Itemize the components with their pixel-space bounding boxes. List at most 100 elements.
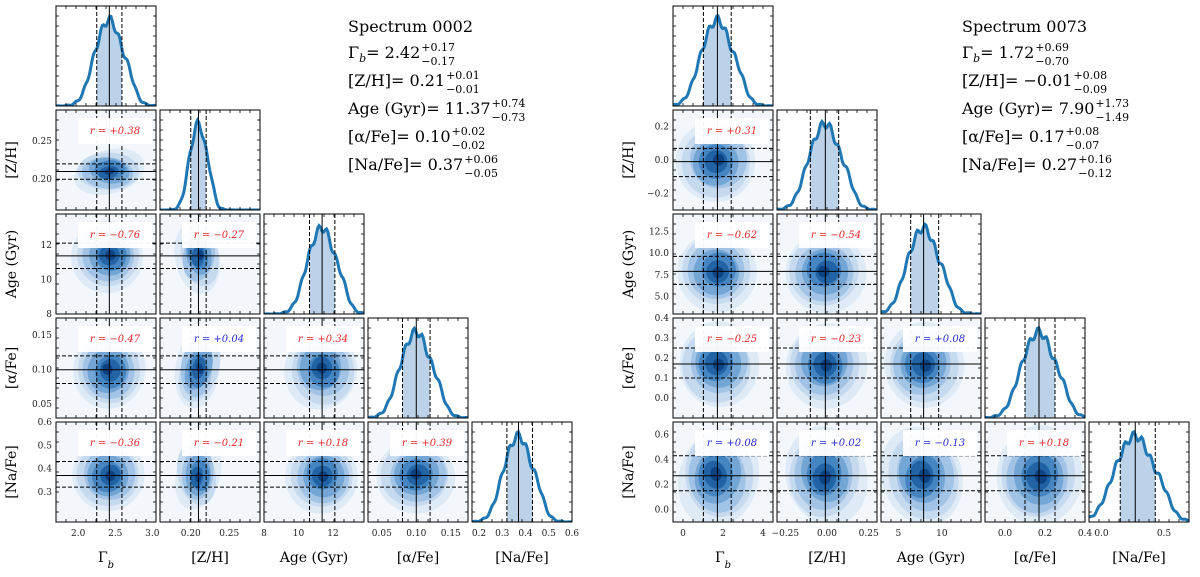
x-axis-label-[Z/H]: [Z/H] (191, 550, 229, 566)
correlation-label: r = −0.23 (811, 334, 861, 345)
error-minus: −0.12 (1078, 167, 1112, 180)
density-contour (712, 358, 725, 371)
x-tick-label: 0.2 (472, 529, 486, 539)
correlation-box (390, 430, 464, 456)
marginal-Age (Gyr) (264, 214, 364, 314)
x-tick-label: 0.25 (859, 529, 879, 539)
x-tick-label: 0.4 (1078, 529, 1093, 539)
y-tick-label: 7.5 (655, 271, 670, 281)
x-tick-label: 0.20 (181, 529, 201, 539)
y-tick-label: −0.2 (647, 189, 669, 199)
correlation-label: r = +0.02 (811, 438, 861, 449)
x-tick-label: 12 (327, 529, 338, 539)
x-tick-label: 0.00 (817, 529, 837, 539)
x-axis-label-[α/Fe]: [α/Fe] (397, 550, 439, 566)
error-plus: +0.16 (1078, 153, 1112, 166)
y-tick-label: 10 (41, 276, 53, 286)
correlation-label: r = +0.31 (707, 126, 757, 137)
y-tick-label: 0.15 (32, 331, 52, 341)
x-tick-label: 0.6 (565, 529, 580, 539)
density-contour (196, 362, 204, 374)
correlation-label: r = −0.54 (811, 230, 861, 241)
correlation-label: r = +0.34 (298, 334, 348, 345)
correlation-box (78, 430, 152, 456)
correlation-label: r = +0.18 (298, 438, 348, 449)
error-plus: +0.08 (1066, 125, 1100, 138)
x-tick-label: 2 (720, 529, 726, 539)
marginal-fill-[α/Fe] (1025, 327, 1055, 418)
density-contour (105, 250, 116, 261)
x-axis-label-Γb: Γb (715, 550, 731, 571)
x-tick-label: 0.10 (406, 529, 426, 539)
parameter-summary: Γb= 1.72 (962, 43, 1034, 65)
error-plus: +0.08 (1073, 69, 1107, 82)
correlation-box (903, 326, 977, 352)
correlation-box (286, 430, 360, 456)
error-plus: +0.74 (492, 97, 526, 110)
x-tick-label: 0.5 (542, 529, 557, 539)
corner-plot-spectrum-0002: r = +0.38 r = −0.76 r = −0.27 r = −0.47 r = … (4, 5, 580, 571)
marginal-fill-[Na/Fe] (506, 431, 533, 522)
marginal-[Na/Fe] (472, 422, 572, 522)
marginal-fill-Age (Gyr) (910, 224, 939, 314)
correlation-box (903, 430, 977, 456)
correlation-box (78, 222, 152, 248)
density-contour (710, 466, 722, 482)
correlation-box (799, 430, 873, 456)
marginal-kde-Age (Gyr) (881, 222, 981, 314)
x-axis-label-Age (Gyr): Age (Gyr) (896, 550, 966, 566)
marginal-kde-Γb (56, 14, 156, 106)
y-tick-label: 0.0 (655, 156, 670, 166)
parameter-summary: Γb= 2.42 (348, 43, 420, 65)
correlation-label: r = −0.47 (90, 334, 141, 345)
y-tick-label: 0.4 (38, 465, 53, 475)
parameter-summary: [Na/Fe]= 0.37 (348, 155, 463, 174)
correlation-box (78, 326, 152, 352)
error-plus: +0.01 (446, 69, 480, 82)
marginal-fill-Γb (96, 16, 122, 106)
x-tick-label: 0 (680, 529, 686, 539)
correlation-label: r = −0.13 (915, 438, 965, 449)
y-tick-label: 0.1 (655, 374, 669, 384)
x-tick-label: 0.3 (495, 529, 510, 539)
x-tick-label: 0.25 (219, 529, 239, 539)
marginal-[α/Fe] (368, 318, 468, 418)
correlation-box (695, 118, 769, 144)
correlation-box (182, 430, 256, 456)
x-tick-label: 8 (261, 529, 267, 539)
correlation-box (78, 118, 152, 144)
density-contour (1034, 469, 1048, 484)
error-minus: −0.02 (452, 139, 486, 152)
correlation-label: r = −0.76 (90, 230, 141, 241)
x-tick-label: 10 (936, 529, 948, 539)
y-tick-label: 0.3 (38, 488, 53, 498)
parameter-summary: [Z/H]= 0.21 (348, 71, 445, 90)
error-minus: −0.73 (492, 111, 526, 124)
correlation-label: r = −0.62 (707, 230, 757, 241)
correlation-label: r = −0.21 (194, 438, 244, 449)
y-tick-label: 0.6 (655, 431, 670, 441)
x-axis-label-[Z/H]: [Z/H] (808, 550, 846, 566)
error-minus: −0.07 (1066, 139, 1100, 152)
density-contour (317, 471, 329, 482)
correlation-label: r = +0.39 (402, 438, 453, 449)
density-contour (820, 359, 833, 372)
y-tick-label: 0.4 (655, 314, 670, 324)
y-tick-label: 0.25 (32, 137, 52, 147)
y-tick-label: 0.2 (655, 123, 669, 133)
marginal-[Z/H] (777, 110, 877, 210)
y-tick-label: 12 (41, 241, 52, 251)
x-axis-label-[Na/Fe]: [Na/Fe] (495, 550, 548, 566)
y-axis-label-Age (Gyr): Age (Gyr) (4, 230, 20, 300)
y-tick-label: 0.05 (32, 400, 52, 410)
x-tick-label: 0.0 (998, 529, 1013, 539)
error-plus: +0.02 (452, 125, 486, 138)
error-minus: −0.17 (421, 55, 455, 68)
x-tick-label: 2.5 (108, 529, 123, 539)
y-tick-label: 0.6 (38, 418, 53, 428)
parameter-summary: [α/Fe]= 0.10 (348, 127, 451, 146)
y-axis-label-[Z/H]: [Z/H] (4, 141, 20, 179)
x-tick-label: 3.0 (145, 529, 160, 539)
marginal-kde-[Z/H] (160, 116, 260, 210)
error-plus: +0.69 (1035, 41, 1069, 54)
